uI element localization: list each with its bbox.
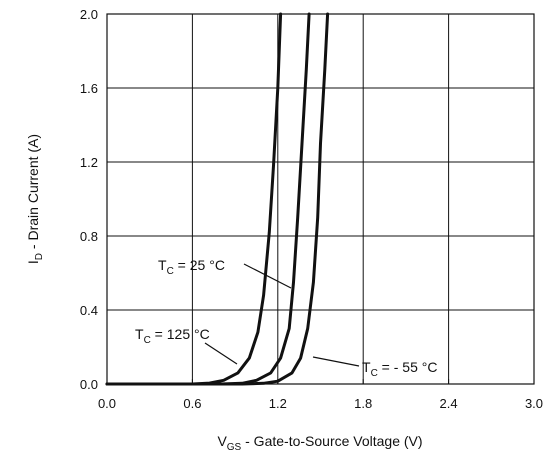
y-axis-label: ID - Drain Current (A) (25, 134, 45, 264)
x-axis-label: VGS - Gate-to-Source Voltage (V) (217, 433, 422, 453)
x-tick-label: 1.2 (269, 396, 287, 411)
annotation-arrow-minus55c (312, 356, 360, 367)
annotation-tc-125c: TC = 125 °C (135, 326, 210, 346)
y-tick-label: 0.8 (80, 229, 98, 244)
x-axis-ticks: 0.0 0.6 1.2 1.8 2.4 3.0 (98, 379, 543, 411)
x-tick-label: 1.8 (354, 396, 372, 411)
x-tick-label: 0.6 (183, 396, 201, 411)
series-line-2 (105, 12, 330, 386)
y-tick-label: 0.0 (80, 377, 98, 392)
annotation-tc-minus55c: TC = - 55 °C (362, 359, 437, 379)
series-lines (105, 12, 330, 386)
plot-frame (106, 13, 535, 385)
y-tick-label: 0.4 (80, 303, 98, 318)
annotation-tc-25c: TC = 25 °C (158, 257, 225, 277)
x-tick-label: 2.4 (440, 396, 458, 411)
y-tick-label: 1.6 (80, 81, 98, 96)
annotation-arrow-25c (243, 263, 292, 289)
x-tick-label: 0.0 (98, 396, 116, 411)
y-tick-label: 2.0 (80, 7, 98, 22)
y-tick-label: 1.2 (80, 155, 98, 170)
x-tick-label: 3.0 (525, 396, 543, 411)
annotation-arrow-125c (204, 342, 238, 365)
y-axis-ticks: 0.0 0.4 0.8 1.2 1.6 2.0 (80, 7, 112, 392)
